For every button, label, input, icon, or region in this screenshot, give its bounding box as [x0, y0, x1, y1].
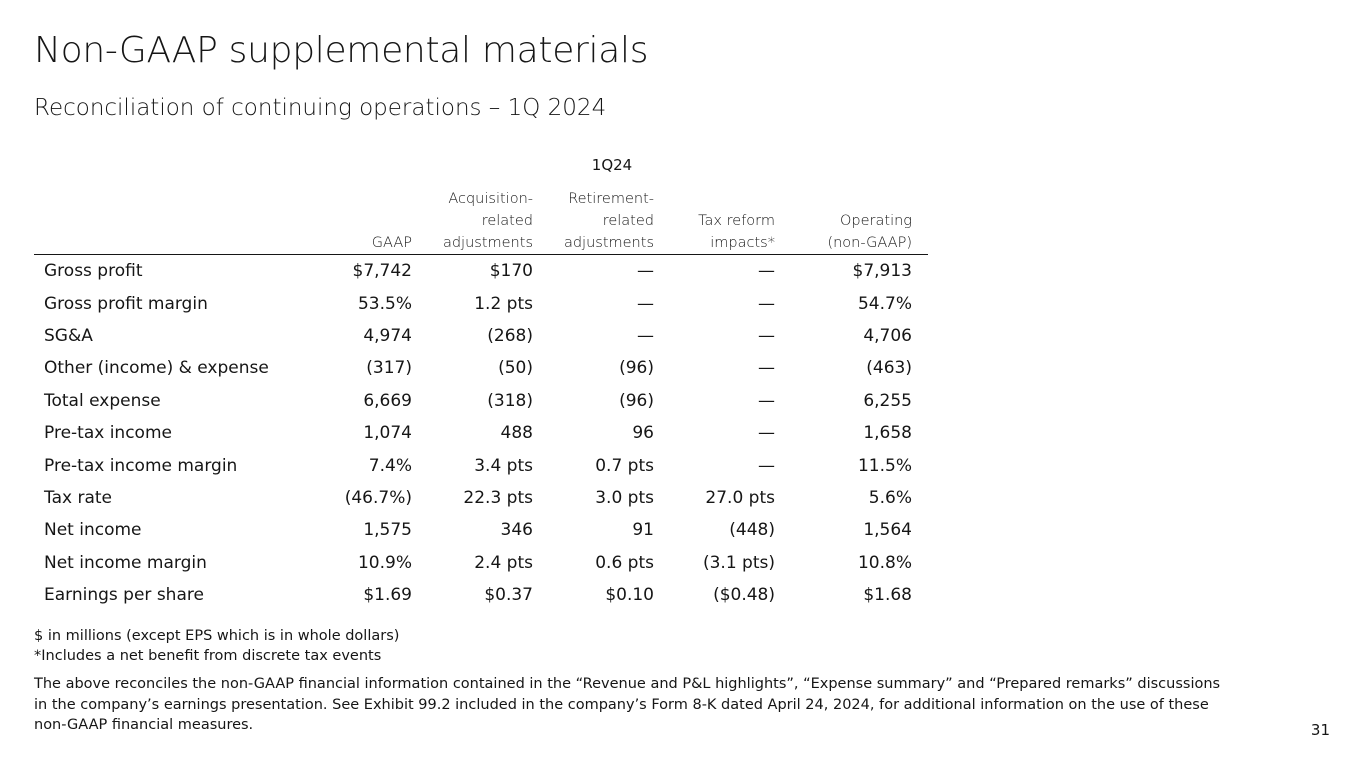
cell-acquisition: 2.4 pts: [474, 552, 533, 573]
cell-gaap: 1,074: [363, 423, 412, 444]
row-label: Earnings per share: [44, 585, 204, 606]
cell-tax-reform: —: [758, 325, 775, 346]
row-label: Other (income) & expense: [44, 358, 269, 379]
cell-acquisition: 22.3 pts: [463, 487, 533, 508]
table-row: Gross profit $7,742 $170 — — $7,913: [34, 255, 928, 288]
cell-gaap: 6,669: [363, 390, 412, 411]
cell-tax-reform: ($0.48): [713, 585, 775, 606]
cell-gaap: 7.4%: [368, 455, 412, 476]
cell-acquisition: 346: [500, 520, 533, 541]
cell-operating: 6,255: [863, 390, 912, 411]
column-header-gaap: GAAP: [316, 184, 428, 255]
cell-operating: 54.7%: [857, 293, 912, 314]
cell-acquisition: 488: [500, 423, 533, 444]
page-subtitle: Reconciliation of continuing operations …: [34, 95, 607, 121]
row-label: Net income margin: [44, 552, 207, 573]
cell-tax-reform: (3.1 pts): [702, 552, 775, 573]
row-label: Pre-tax income margin: [44, 455, 238, 476]
cell-acquisition: $0.37: [484, 585, 533, 606]
cell-operating: 4,706: [863, 325, 912, 346]
cell-retirement: 0.7 pts: [595, 455, 654, 476]
row-label: SG&A: [44, 325, 93, 346]
cell-gaap: 4,974: [363, 325, 412, 346]
cell-retirement: (96): [619, 358, 654, 379]
cell-acquisition: (50): [498, 358, 533, 379]
cell-operating: 5.6%: [868, 487, 912, 508]
cell-acquisition: $170: [489, 261, 533, 282]
cell-gaap: 1,575: [363, 520, 412, 541]
cell-retirement: 0.6 pts: [595, 552, 654, 573]
table-row: SG&A 4,974 (268) — — 4,706: [34, 320, 928, 352]
cell-operating: 11.5%: [857, 455, 912, 476]
cell-operating: 10.8%: [857, 552, 912, 573]
units-note: $ in millions (except EPS which is in wh…: [34, 628, 400, 644]
reconciliation-table: GAAP Acquisition- related adjustments Re…: [34, 184, 928, 611]
disclaimer-text: The above reconciles the non-GAAP financ…: [34, 676, 1221, 733]
cell-operating: $1.68: [863, 585, 912, 606]
cell-tax-reform: 27.0 pts: [705, 487, 775, 508]
table-row: Total expense 6,669 (318) (96) — 6,255: [34, 385, 928, 417]
table-row: Gross profit margin 53.5% 1.2 pts — — 54…: [34, 287, 928, 319]
cell-gaap: 53.5%: [357, 293, 412, 314]
row-label: Pre-tax income: [44, 423, 172, 444]
cell-retirement: —: [637, 325, 654, 346]
cell-tax-reform: —: [758, 455, 775, 476]
cell-tax-reform: —: [758, 261, 775, 282]
cell-operating: $7,913: [852, 261, 912, 282]
cell-gaap: (46.7%): [344, 487, 412, 508]
cell-tax-reform: —: [758, 293, 775, 314]
table-row: Earnings per share $1.69 $0.37 $0.10 ($0…: [34, 579, 928, 611]
table-header-row: GAAP Acquisition- related adjustments Re…: [34, 184, 928, 255]
table-row: Net income margin 10.9% 2.4 pts 0.6 pts …: [34, 547, 928, 579]
cell-acquisition: (318): [487, 390, 533, 411]
cell-tax-reform: —: [758, 390, 775, 411]
table-row: Net income 1,575 346 91 (448) 1,564: [34, 514, 928, 546]
row-label: Gross profit margin: [44, 293, 208, 314]
cell-operating: 1,658: [863, 423, 912, 444]
row-label: Tax rate: [44, 487, 112, 508]
cell-retirement: 91: [632, 520, 654, 541]
cell-operating: 1,564: [863, 520, 912, 541]
column-header-tax-reform: Tax reform impacts*: [670, 184, 791, 255]
cell-gaap: $7,742: [352, 261, 412, 282]
column-header-retirement: Retirement- related adjustments: [549, 184, 670, 255]
table-row: Tax rate (46.7%) 22.3 pts 3.0 pts 27.0 p…: [34, 482, 928, 514]
cell-retirement: —: [637, 293, 654, 314]
cell-gaap: (317): [366, 358, 412, 379]
tax-footnote: *Includes a net benefit from discrete ta…: [34, 648, 382, 664]
period-header: 1Q24: [591, 156, 633, 174]
row-label: Net income: [44, 520, 142, 541]
column-header-label: [34, 184, 316, 255]
row-label: Total expense: [44, 390, 161, 411]
cell-tax-reform: —: [758, 423, 775, 444]
cell-retirement: 3.0 pts: [595, 487, 654, 508]
cell-operating: (463): [866, 358, 912, 379]
table-row: Other (income) & expense (317) (50) (96)…: [34, 352, 928, 384]
cell-tax-reform: (448): [729, 520, 775, 541]
row-label: Gross profit: [44, 261, 143, 282]
cell-gaap: 10.9%: [357, 552, 412, 573]
column-header-acquisition: Acquisition- related adjustments: [428, 184, 549, 255]
cell-retirement: 96: [632, 423, 654, 444]
cell-retirement: (96): [619, 390, 654, 411]
page-title: Non-GAAP supplemental materials: [34, 30, 649, 71]
cell-retirement: —: [637, 261, 654, 282]
cell-gaap: $1.69: [363, 585, 412, 606]
cell-acquisition: 3.4 pts: [474, 455, 533, 476]
footnotes: $ in millions (except EPS which is in wh…: [34, 626, 399, 666]
table-row: Pre-tax income 1,074 488 96 — 1,658: [34, 417, 928, 449]
page-number: 31: [1310, 721, 1330, 739]
cell-tax-reform: —: [758, 358, 775, 379]
column-header-operating: Operating (non-GAAP): [791, 184, 928, 255]
cell-acquisition: (268): [487, 325, 533, 346]
cell-acquisition: 1.2 pts: [474, 293, 533, 314]
cell-retirement: $0.10: [605, 585, 654, 606]
table-row: Pre-tax income margin 7.4% 3.4 pts 0.7 p…: [34, 449, 928, 481]
